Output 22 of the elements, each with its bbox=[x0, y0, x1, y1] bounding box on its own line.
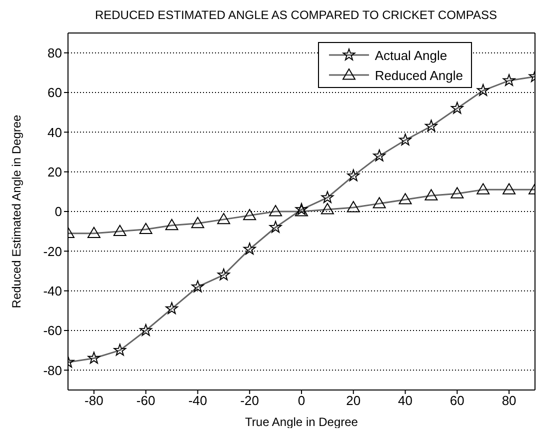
x-tick-label: 0 bbox=[298, 393, 306, 408]
legend-label: Actual Angle bbox=[374, 48, 448, 62]
x-tick-label: -60 bbox=[136, 393, 156, 408]
y-tick-label: -20 bbox=[43, 244, 62, 259]
y-axis-title: Reduced Estimated Angle in Degree bbox=[9, 114, 24, 308]
y-tick-label: 40 bbox=[48, 124, 62, 140]
y-tick-label: 20 bbox=[48, 164, 62, 180]
x-tick-label: -40 bbox=[188, 393, 208, 408]
x-tick-label: -80 bbox=[84, 393, 104, 408]
x-tick-label: 80 bbox=[502, 393, 516, 408]
legend-label: Reduced Angle bbox=[374, 68, 463, 82]
x-tick-label: 60 bbox=[450, 393, 464, 408]
y-tick-label: 0 bbox=[54, 204, 62, 220]
y-tick-label: -60 bbox=[43, 323, 62, 338]
y-tick-label: 60 bbox=[48, 85, 62, 100]
y-tick-label: 80 bbox=[48, 45, 62, 60]
x-tick-label: 40 bbox=[398, 393, 413, 408]
chart-title: REDUCED ESTIMATED ANGLE AS COMPARED TO CRICKET COMPASS bbox=[94, 8, 498, 24]
y-tick-label: -40 bbox=[43, 283, 62, 298]
x-tick-label: -20 bbox=[240, 393, 260, 408]
y-tick-label: -80 bbox=[43, 362, 62, 378]
x-tick-label: 20 bbox=[346, 393, 361, 408]
